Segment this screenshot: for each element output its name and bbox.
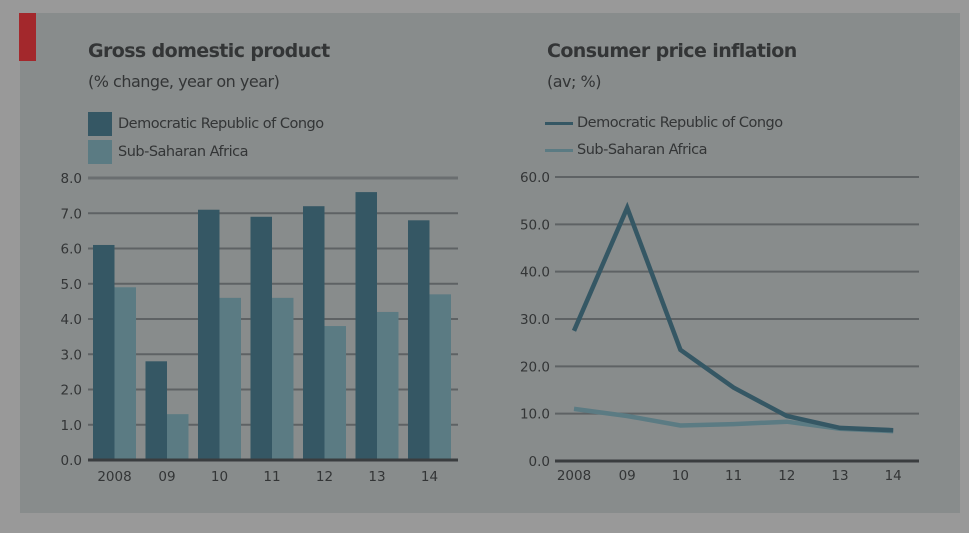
bar-drc <box>145 361 167 460</box>
bar-ssa <box>429 294 451 460</box>
bar-ssa <box>219 297 241 460</box>
cpi-legend-ssa: Sub-Saharan Africa <box>545 142 708 158</box>
legend-label: Democratic Republic of Congo <box>118 116 324 132</box>
legend-label: Democratic Republic of Congo <box>577 115 783 131</box>
x-tick-label: 11 <box>263 469 280 485</box>
y-tick-label: 60.0 <box>520 170 550 186</box>
y-tick-label: 8.0 <box>61 171 82 187</box>
cpi-line-chart: 0.0 10.0 20.0 30.0 40.0 50.0 60.0 2008 09 10 11 12 1… <box>520 170 919 484</box>
legend-line-ssa <box>545 148 573 152</box>
bar-ssa <box>377 311 399 460</box>
y-tick-label: 6.0 <box>61 242 82 258</box>
y-tick-label: 30.0 <box>520 312 550 328</box>
legend-label: Sub-Saharan Africa <box>577 142 708 158</box>
gdp-legend-drc: Democratic Republic of Congo <box>88 112 324 136</box>
bar-drc <box>355 192 377 460</box>
accent-tab <box>19 13 36 61</box>
x-tick-label: 09 <box>158 469 175 485</box>
x-tick-label: 13 <box>831 468 848 484</box>
bar-ssa <box>167 414 189 460</box>
x-tick-label: 2008 <box>557 468 591 484</box>
gdp-legend-ssa: Sub-Saharan Africa <box>88 140 249 164</box>
x-tick-label: 11 <box>725 468 742 484</box>
x-tick-label: 14 <box>421 469 438 485</box>
x-tick-label: 14 <box>885 468 902 484</box>
bar-drc <box>408 220 430 460</box>
line-drc <box>571 201 894 433</box>
y-tick-label: 50.0 <box>520 217 550 233</box>
x-tick-label: 09 <box>619 468 636 484</box>
gdp-chart-subtitle: (% change, year on year) <box>88 72 280 91</box>
bar-ssa <box>114 287 136 460</box>
legend-label: Sub-Saharan Africa <box>118 144 249 160</box>
y-tick-label: 4.0 <box>61 312 82 328</box>
x-tick-label: 10 <box>672 468 689 484</box>
y-tick-label: 0.0 <box>61 453 82 469</box>
x-tick-label: 12 <box>316 469 333 485</box>
y-tick-label: 40.0 <box>520 265 550 281</box>
gdp-bar-chart: 0.0 1.0 2.0 3.0 4.0 5.0 6.0 7.0 8.0 2008 09 10 11 12 1… <box>61 171 458 485</box>
y-tick-label: 0.0 <box>529 454 550 470</box>
legend-swatch-ssa <box>88 140 112 164</box>
bar-drc <box>93 244 115 460</box>
y-tick-label: 10.0 <box>520 407 550 423</box>
cpi-chart-subtitle: (av; %) <box>547 72 601 91</box>
y-tick-label: 20.0 <box>520 359 550 375</box>
gdp-chart-title: Gross domestic product <box>88 40 330 62</box>
bar-ssa <box>324 326 346 460</box>
y-tick-label: 3.0 <box>61 347 82 363</box>
y-tick-label: 5.0 <box>61 277 82 293</box>
x-tick-label: 10 <box>211 469 228 485</box>
legend-swatch-drc <box>88 112 112 136</box>
y-tick-label: 1.0 <box>61 418 82 434</box>
x-tick-label: 12 <box>778 468 795 484</box>
x-tick-label: 13 <box>368 469 385 485</box>
cpi-legend-drc: Democratic Republic of Congo <box>545 115 783 131</box>
y-tick-label: 2.0 <box>61 383 82 399</box>
x-tick-label: 2008 <box>97 469 131 485</box>
legend-line-drc <box>545 121 573 125</box>
bar-ssa <box>272 297 294 460</box>
cpi-chart-title: Consumer price inflation <box>547 40 797 62</box>
bar-drc <box>303 206 325 460</box>
bar-drc <box>198 209 220 460</box>
y-tick-label: 7.0 <box>61 206 82 222</box>
bar-drc <box>250 216 272 460</box>
